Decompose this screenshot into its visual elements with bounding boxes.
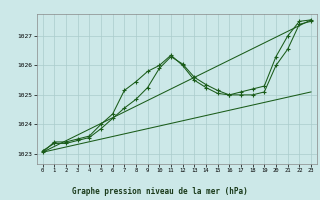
Text: Graphe pression niveau de la mer (hPa): Graphe pression niveau de la mer (hPa) xyxy=(72,187,248,196)
